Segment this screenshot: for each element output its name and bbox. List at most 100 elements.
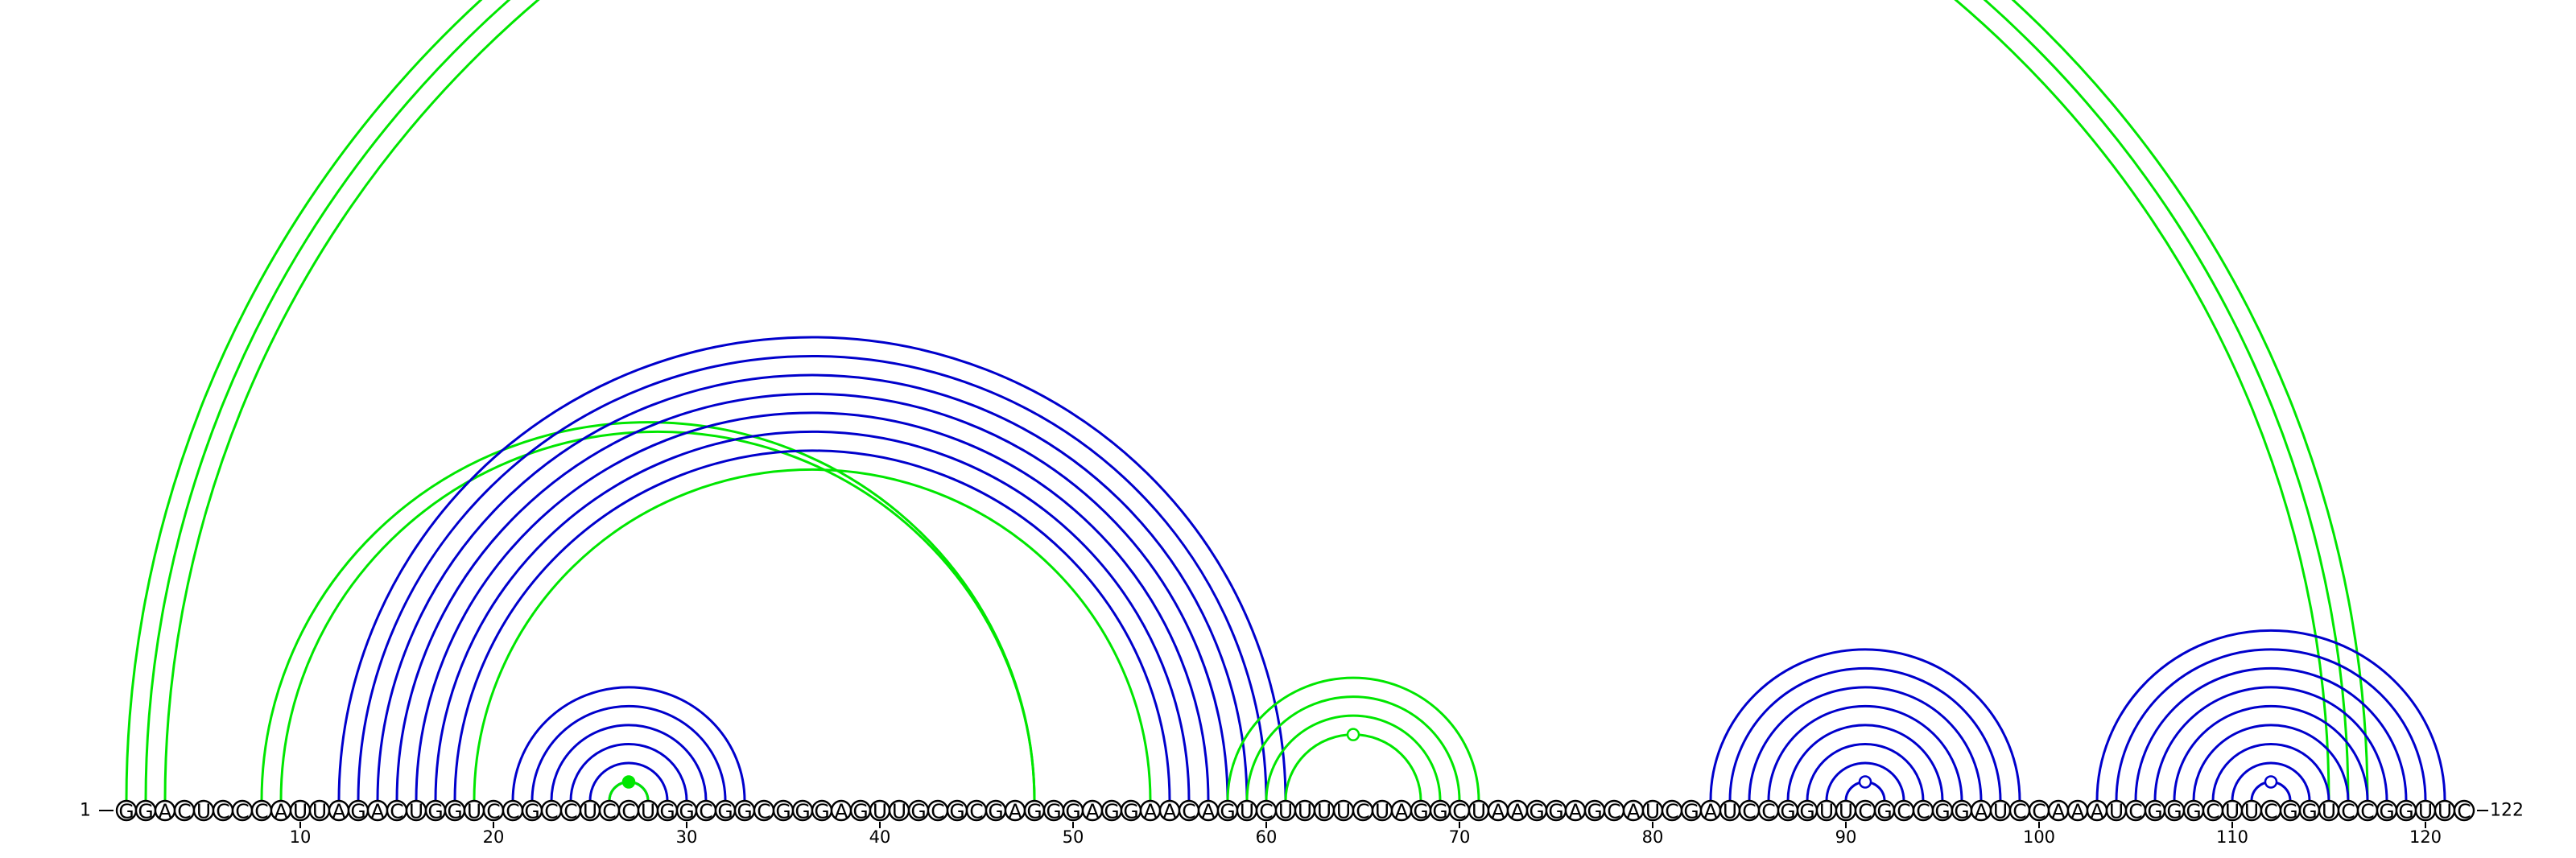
nucleotide-letter: C: [254, 800, 268, 823]
nucleotide-circle: [2453, 799, 2475, 822]
tick-110: 110: [2216, 822, 2248, 847]
nucleotide-30: G: [675, 800, 698, 823]
nucleotide-letter: U: [467, 800, 481, 823]
nucleotide-47: A: [1004, 800, 1026, 823]
nucleotide-1: G: [115, 800, 138, 823]
arc-105-119: [2134, 666, 2408, 802]
nucleotide-108: G: [2182, 800, 2205, 823]
nucleotide-letter: G: [737, 800, 752, 823]
arc-1-117: [125, 0, 2369, 802]
nucleotide-letter: A: [1008, 800, 1022, 823]
arc-group-green-19-54: [473, 468, 1152, 802]
nucleotide-52: G: [1100, 800, 1123, 823]
nucleotide-22: G: [521, 800, 543, 823]
tick-40: 40: [869, 822, 891, 847]
nucleotide-letter: A: [158, 800, 171, 823]
nucleotide-105: C: [2124, 800, 2147, 823]
nucleotide-4: C: [173, 800, 196, 823]
arc-9-48: [279, 430, 1036, 802]
tick-90: 90: [1835, 822, 1856, 847]
arc-25-29: [588, 761, 669, 802]
nucleotide-letter: G: [1065, 800, 1080, 823]
nucleotide-59: U: [1236, 800, 1258, 823]
nucleotide-letter: C: [621, 800, 635, 823]
nucleotide-122: C: [2453, 799, 2475, 823]
nucleotide-letter: U: [2225, 800, 2240, 823]
marker-blue-83-99: [1858, 775, 1872, 789]
nucleotide-letter: U: [873, 800, 887, 823]
nucleotide-letter: G: [1220, 800, 1235, 823]
nucleotide-letter: G: [1799, 800, 1814, 823]
nucleotide-letter: G: [910, 800, 926, 823]
nucleotide-letter: C: [1356, 800, 1369, 823]
nucleotide-106: G: [2144, 800, 2166, 823]
nucleotide-letter: U: [196, 800, 211, 823]
nucleotide-letter: C: [2341, 800, 2355, 823]
arc-14-59: [376, 373, 1249, 802]
nucleotide-letter: G: [524, 800, 539, 823]
nucleotide-118: G: [2376, 800, 2398, 823]
sequence-end-label: 122: [2490, 801, 2524, 821]
nucleotide-107: G: [2163, 800, 2186, 823]
nucleotide-letter: C: [1858, 800, 1872, 823]
nucleotide-letter: U: [1839, 800, 1853, 823]
tick-label: 40: [869, 827, 891, 847]
nucleotide-letter: A: [1626, 800, 1640, 823]
tick-60: 60: [1256, 822, 1277, 847]
arc-107-117: [2173, 704, 2369, 802]
arc-24-30: [569, 742, 688, 802]
nucleotide-75: G: [1545, 800, 1567, 823]
tick-label: 50: [1063, 827, 1084, 847]
tick-label: 120: [2409, 827, 2442, 847]
tick-label: 10: [290, 827, 312, 847]
arc-108-116: [2192, 724, 2350, 802]
nucleotide-letter: C: [2264, 800, 2277, 823]
nucleotide-letter: G: [949, 800, 964, 823]
tick-label: 70: [1449, 827, 1471, 847]
arc-12-61: [337, 336, 1287, 802]
nucleotide-44: G: [946, 800, 968, 823]
nucleotide-letter: U: [1240, 800, 1254, 823]
nucleotide-letter: A: [2070, 800, 2084, 823]
arc-23-31: [550, 724, 708, 802]
nucleotide-letter: A: [1510, 800, 1524, 823]
tick-100: 100: [2023, 822, 2055, 847]
base-pair-arcs: [125, 0, 2446, 802]
nucleotide-19: U: [463, 800, 485, 823]
nucleotide-letter: C: [216, 800, 229, 823]
nucleotide-23: C: [540, 800, 563, 823]
nucleotide-letter: G: [988, 800, 1003, 823]
nucleotide-27: C: [617, 800, 640, 823]
nucleotide-letter: G: [427, 800, 443, 823]
nucleotide-letter: C: [235, 800, 249, 823]
nucleotide-67: A: [1390, 800, 1413, 823]
nucleotide-letter: C: [2128, 800, 2142, 823]
arc-86-96: [1767, 704, 1963, 802]
nucleotide-letter: G: [2379, 800, 2394, 823]
nucleotide-71: U: [1468, 800, 1490, 823]
nucleotide-68: G: [1410, 800, 1432, 823]
nucleotide-letter: A: [1162, 800, 1176, 823]
nucleotide-109: C: [2202, 800, 2224, 823]
nucleotide-56: C: [1178, 800, 1200, 823]
nucleotide-93: C: [1893, 800, 1915, 823]
nucleotide-letter: G: [2301, 800, 2317, 823]
nucleotide-3: A: [154, 800, 176, 823]
nucleotide-letter: C: [699, 800, 712, 823]
nucleotide-letter: G: [2282, 800, 2297, 823]
nucleotide-letter: C: [390, 800, 403, 823]
nucleotide-letter: U: [409, 800, 423, 823]
nucleotide-91: C: [1854, 800, 1876, 823]
nucleotide-letter: G: [659, 800, 675, 823]
nucleotide-104: U: [2105, 800, 2128, 823]
marker-green-58-71: [1346, 728, 1360, 741]
nucleotide-17: G: [424, 800, 447, 823]
tick-label: 100: [2023, 827, 2055, 847]
nucleotide-53: G: [1120, 800, 1142, 823]
nucleotide-letter: C: [1452, 800, 1466, 823]
nucleotide-2: G: [134, 800, 157, 823]
arc-group-green-8-48: [260, 421, 1036, 802]
nucleotide-letter: G: [138, 800, 153, 823]
nucleotide-letter: U: [2438, 800, 2452, 823]
nucleotide-102: A: [2066, 800, 2089, 823]
